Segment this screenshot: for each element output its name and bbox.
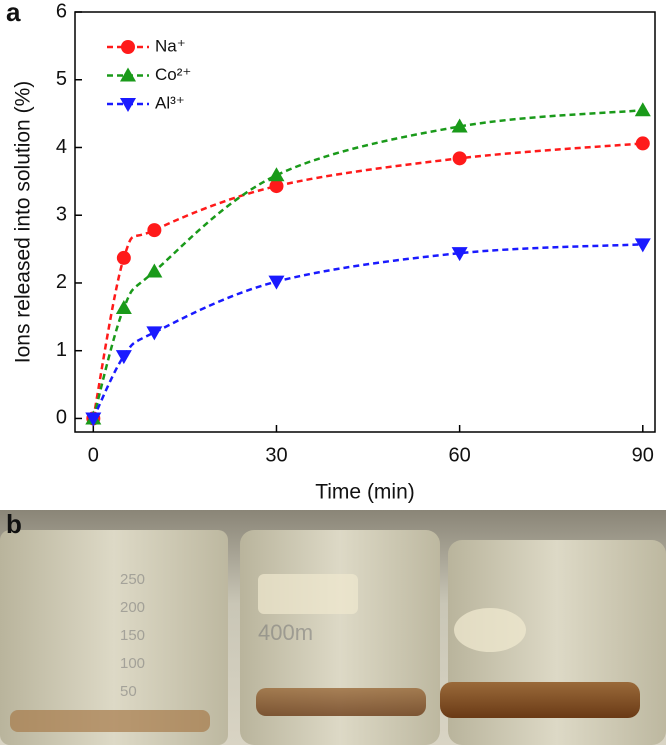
x-tick-label: 0 bbox=[88, 444, 99, 466]
photo-text: 250 bbox=[120, 571, 145, 588]
label-patch bbox=[258, 574, 358, 614]
photo-text: 150 bbox=[120, 627, 145, 644]
plot-frame bbox=[74, 11, 656, 433]
x-tick-label: 60 bbox=[449, 444, 471, 466]
marker bbox=[115, 350, 132, 365]
legend-label: Al³⁺ bbox=[155, 93, 185, 112]
marker bbox=[268, 275, 285, 290]
marker bbox=[115, 300, 132, 315]
marker bbox=[451, 118, 468, 133]
y-tick-label: 6 bbox=[56, 0, 67, 22]
chart: a Time (min) Ions released into solution… bbox=[6, 0, 656, 504]
y-tick-label: 1 bbox=[56, 339, 67, 361]
marker bbox=[634, 238, 651, 253]
photo-text: 400m bbox=[258, 620, 313, 645]
legend-marker bbox=[120, 67, 136, 82]
marker bbox=[116, 250, 131, 265]
marker bbox=[269, 179, 284, 194]
y-tick-label: 5 bbox=[56, 68, 67, 90]
y-tick-label: 4 bbox=[56, 136, 67, 158]
marker bbox=[268, 167, 285, 182]
beaker bbox=[0, 530, 228, 745]
panel-label: a bbox=[6, 0, 21, 27]
marker bbox=[146, 326, 163, 341]
photo-text: 100 bbox=[120, 655, 145, 672]
photo-text: 200 bbox=[120, 599, 145, 616]
marker bbox=[635, 136, 650, 151]
x-tick-label: 30 bbox=[265, 444, 287, 466]
marker bbox=[147, 223, 162, 238]
marker bbox=[85, 412, 102, 427]
photo: 250 200 150 100 50 400m b bbox=[0, 510, 666, 745]
y-tick-label: 0 bbox=[56, 407, 67, 429]
photo-text: 50 bbox=[120, 683, 137, 700]
panel-label: b bbox=[6, 510, 22, 539]
legend-label: Na⁺ bbox=[155, 36, 186, 55]
marker bbox=[146, 263, 163, 278]
x-axis-title: Time (min) bbox=[315, 481, 415, 504]
sediment bbox=[440, 682, 640, 718]
legend-label: Co²⁺ bbox=[155, 65, 191, 84]
legend-marker bbox=[120, 98, 136, 112]
y-tick-label: 3 bbox=[56, 204, 67, 226]
sediment bbox=[256, 688, 426, 716]
marker bbox=[452, 151, 467, 166]
y-tick-label: 2 bbox=[56, 271, 67, 293]
x-tick-label: 90 bbox=[632, 444, 654, 466]
marker bbox=[451, 247, 468, 262]
marker bbox=[634, 102, 651, 117]
y-axis-title: Ions released into solution (%) bbox=[12, 81, 35, 364]
sediment bbox=[10, 710, 210, 732]
fit-line bbox=[92, 243, 643, 420]
legend-marker bbox=[121, 40, 135, 54]
label-patch bbox=[454, 608, 526, 652]
fit-line bbox=[92, 142, 643, 419]
